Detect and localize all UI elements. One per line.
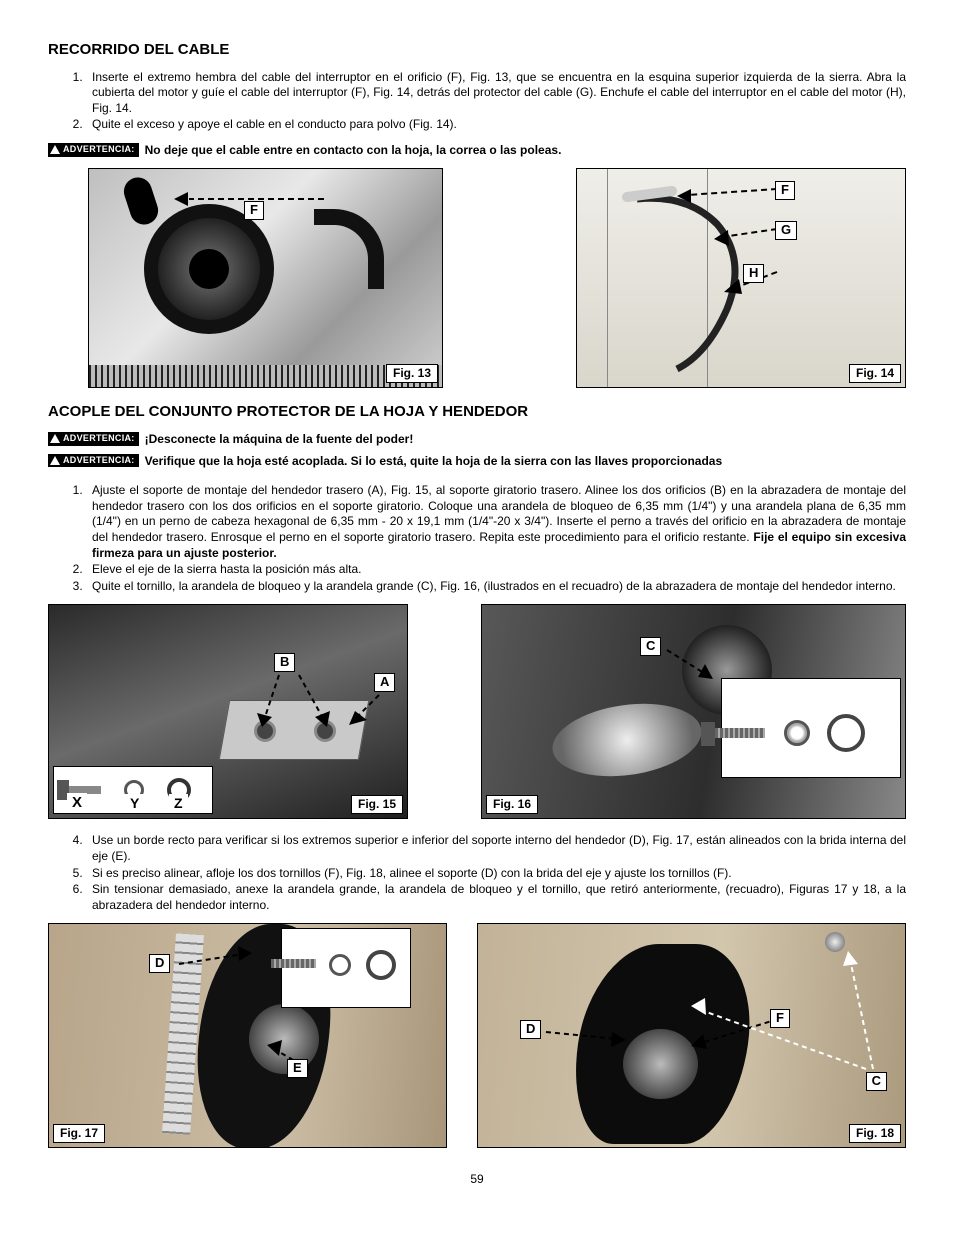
figure-label: Fig. 14 xyxy=(849,364,901,384)
warning-text: No deje que el cable entre en contacto c… xyxy=(145,143,906,159)
figure-13: F Fig. 13 xyxy=(88,168,443,388)
figure-label: Fig. 18 xyxy=(849,1124,901,1144)
section1-list: Inserte el extremo hembra del cable del … xyxy=(48,70,906,133)
warning-text: Verifique que la hoja esté acoplada. Si … xyxy=(145,454,906,470)
figure-16: C Fig. 16 xyxy=(481,604,906,819)
callout-A: A xyxy=(374,673,395,692)
figure-row-2: B A X Y Z Fig. 15 C Fig. 16 xyxy=(48,604,906,819)
section2-heading: ACOPLE DEL CONJUNTO PROTECTOR DE LA HOJA… xyxy=(48,402,906,422)
figure-label: Fig. 15 xyxy=(351,795,403,815)
callout-C: C xyxy=(640,637,661,656)
callout-D: D xyxy=(149,954,170,973)
callout-Y: Y xyxy=(125,794,144,812)
callout-B: B xyxy=(274,653,295,672)
page-number: 59 xyxy=(48,1172,906,1188)
list-item: Quite el tornillo, la arandela de bloque… xyxy=(86,579,906,595)
callout-E: E xyxy=(287,1059,308,1078)
callout-F: F xyxy=(770,1009,790,1028)
callout-Z: Z xyxy=(169,794,188,812)
warning-badge: ADVERTENCIA: xyxy=(48,454,139,468)
warning-text: ¡Desconecte la máquina de la fuente del … xyxy=(145,432,906,448)
callout-F: F xyxy=(244,201,264,220)
figure-15: B A X Y Z Fig. 15 xyxy=(48,604,408,819)
section2-list1: Ajuste el soporte de montaje del hendedo… xyxy=(48,483,906,594)
figure-18: D F C Fig. 18 xyxy=(477,923,906,1148)
warning-badge: ADVERTENCIA: xyxy=(48,432,139,446)
warning-badge: ADVERTENCIA: xyxy=(48,143,139,157)
callout-F: F xyxy=(775,181,795,200)
callout-H: H xyxy=(743,264,764,283)
figure-label: Fig. 13 xyxy=(386,364,438,384)
list-item: Use un borde recto para verificar si los… xyxy=(86,833,906,864)
callout-X: X xyxy=(67,793,87,813)
list-item: Ajuste el soporte de montaje del hendedo… xyxy=(86,483,906,561)
figure-label: Fig. 16 xyxy=(486,795,538,815)
section1-heading: RECORRIDO DEL CABLE xyxy=(48,40,906,60)
list-item: Inserte el extremo hembra del cable del … xyxy=(86,70,906,117)
figure-row-1: F Fig. 13 F G H Fig. 14 xyxy=(48,168,906,388)
warning-row: ADVERTENCIA: No deje que el cable entre … xyxy=(48,143,906,159)
warning-row: ADVERTENCIA: ¡Desconecte la máquina de l… xyxy=(48,432,906,448)
list-item: Eleve el eje de la sierra hasta la posic… xyxy=(86,562,906,578)
callout-G: G xyxy=(775,221,797,240)
list-item: Quite el exceso y apoye el cable en el c… xyxy=(86,117,906,133)
figure-14: F G H Fig. 14 xyxy=(576,168,906,388)
figure-row-3: D E Fig. 17 D F C Fig. 18 xyxy=(48,923,906,1148)
warning-row: ADVERTENCIA: Verifique que la hoja esté … xyxy=(48,454,906,470)
figure-17: D E Fig. 17 xyxy=(48,923,447,1148)
callout-C: C xyxy=(866,1072,887,1091)
list-item: Si es preciso alinear, afloje los dos to… xyxy=(86,866,906,882)
section2-list2: Use un borde recto para verificar si los… xyxy=(48,833,906,913)
figure-label: Fig. 17 xyxy=(53,1124,105,1144)
callout-D: D xyxy=(520,1020,541,1039)
list-item: Sin tensionar demasiado, anexe la arande… xyxy=(86,882,906,913)
